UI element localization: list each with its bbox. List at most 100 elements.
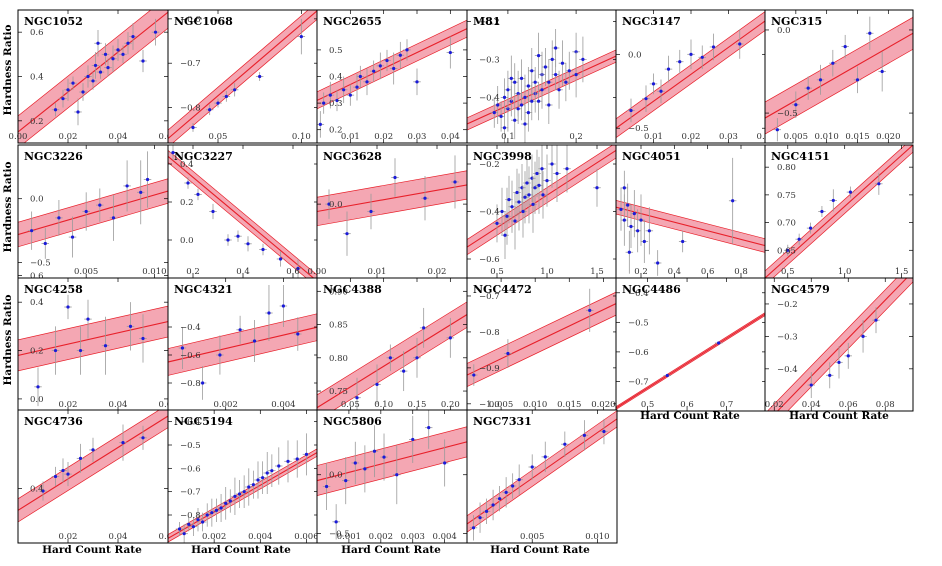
panel-ngc315: 0.005 0.010 0.015 0.020 0.0 −0.5 NGC315: [764, 9, 914, 144]
xtick-label-ngc1068-0: 0.05: [209, 132, 228, 142]
data-point-ngc3226-3: [70, 235, 75, 239]
panel-title-m81: M81: [473, 15, 500, 28]
data-point-ngc1052-13: [116, 48, 120, 52]
data-point-m81-30: [502, 126, 507, 130]
data-point-ngc4051-13: [627, 250, 631, 254]
xtick-label-ngc4736-1: 0.04: [109, 532, 128, 542]
xtick-label-ngc1068-1: 0.10: [292, 132, 311, 142]
data-point-ngc5806-6: [382, 455, 386, 459]
fit-line-ngc4258: [18, 320, 168, 356]
fit-line-ngc4151: [765, 145, 913, 278]
ytick-label-m81-1: −0.3: [479, 55, 500, 65]
data-point-ngc4579-5: [874, 318, 878, 322]
panel-ngc7331: 0.005 0.010 NGC7331: [466, 409, 618, 544]
data-point-ngc3628-3: [393, 175, 397, 180]
plot-area-ngc4258: [18, 294, 168, 407]
xlabel-ngc5194: Hard Count Rate: [191, 544, 291, 556]
plot-area-ngc4736: [18, 410, 168, 523]
ytick-label-ngc5806-0: 0.0: [329, 471, 343, 481]
data-point-ngc4051-1: [622, 218, 626, 222]
ytick-label-ngc3227-0: 0.4: [180, 160, 194, 170]
panel-ngc4486: 0.5 0.6 0.7 −0.4 −0.5 −0.6 −0.7 NGC4486: [615, 277, 767, 412]
xtick-label-ngc3227-2: 0.6: [286, 267, 300, 277]
data-point-ngc2655-3: [342, 88, 346, 92]
data-point-ngc4736-2: [61, 468, 65, 473]
data-point-ngc5194-16: [251, 483, 255, 487]
data-point-ngc4388-2: [388, 356, 392, 360]
ytick-label-ngc4388-3: 0.75: [329, 387, 348, 397]
data-point-ngc4258-6: [128, 324, 133, 328]
data-point-ngc3227-2: [196, 192, 200, 196]
data-point-m81-11: [519, 76, 524, 80]
ytick-label-ngc5194-1: −0.5: [180, 441, 201, 451]
confidence-band-ngc4388: [317, 301, 467, 411]
data-point-ngc5194-0: [177, 527, 182, 531]
xtick-label-ngc3998-1: 1.0: [540, 267, 554, 277]
data-point-ngc2655-14: [415, 80, 419, 84]
ylabel-row-1: Hardness Ratio: [2, 24, 14, 115]
data-point-ngc5194-2: [187, 522, 191, 526]
data-point-ngc1052-3: [71, 81, 75, 85]
xtick-label-ngc4051-3: 0.8: [734, 267, 748, 277]
panel-ngc4579: 0.04 0.06 0.08 0.02 −0.2 −0.3 −0.4 NGC4579: [764, 277, 914, 412]
ytick-label-ngc1052-1: 0.4: [30, 73, 44, 83]
xtick-label-ngc4051-1: 0.4: [668, 267, 682, 277]
ytick-label-ngc3147-1: −0.5: [628, 124, 649, 134]
data-point-ngc5806-2: [344, 479, 348, 483]
data-point-ngc4051-5: [636, 229, 640, 233]
ytick-label-ngc4486-2: −0.6: [628, 348, 649, 358]
data-point-ngc5806-0: [324, 484, 329, 489]
xtick-label-ngc3147-2: 0.03: [719, 132, 738, 142]
data-point-m81-23: [550, 57, 554, 62]
panel-title-ngc3628: NGC3628: [323, 150, 382, 163]
panel-ngc4051: 0.2 0.4 0.6 0.8 NGC4051: [615, 144, 767, 279]
data-point-ngc4388-3: [402, 369, 406, 373]
confidence-band-ngc4579: [767, 278, 913, 411]
xtick-label-ngc4472-0: 0.005: [489, 400, 513, 410]
plot-area-ngc3147: [616, 10, 766, 139]
ytick-label-ngc1052-2: 0.6: [30, 28, 44, 38]
data-point-ngc3998-21: [503, 233, 507, 237]
xtick-label-ngc4388-0: 0.05: [341, 400, 360, 410]
data-point-ngc3998-8: [523, 195, 527, 199]
data-point-ngc7331-2: [484, 509, 489, 513]
data-point-ngc5194-8: [214, 508, 219, 512]
data-point-m81-22: [547, 80, 551, 84]
data-point-ngc3998-13: [535, 171, 539, 176]
data-point-ngc5806-10: [443, 461, 447, 465]
xtick-label-ngc4579-3: 0.02: [765, 400, 784, 410]
xtick-label-ngc2655-2: 0.03: [408, 132, 427, 142]
data-point-ngc4258-0: [36, 385, 40, 389]
data-point-ngc315-5: [843, 44, 847, 49]
xtick-label-ngc4321-1: 0.004: [271, 400, 295, 410]
plot-area-ngc4388: [317, 301, 467, 411]
data-point-ngc5806-9: [427, 426, 431, 430]
xtick-label-ngc4579-2: 0.08: [876, 400, 895, 410]
panel-ngc4151: 0.5 1.0 1.5 0.80 0.75 0.70 0.65 NGC4151: [764, 144, 914, 279]
data-point-ngc4051-2: [626, 203, 630, 207]
data-point-ngc3998-23: [521, 209, 525, 214]
ytick-label-ngc4388-1: 0.85: [329, 321, 348, 331]
ytick-label-ngc315-1: −0.5: [777, 109, 798, 119]
data-point-ngc3998-2: [505, 214, 509, 218]
xtick-label-ngc4486-2: 0.7: [720, 400, 734, 410]
panel-title-ngc4321: NGC4321: [174, 283, 233, 296]
data-point-ngc3998-15: [540, 167, 544, 171]
data-point-ngc2655-0: [322, 101, 326, 105]
data-point-ngc7331-7: [517, 478, 521, 482]
data-point-ngc5194-12: [233, 494, 237, 498]
data-point-ngc7331-5: [504, 490, 508, 494]
xtick-label-ngc5194-0: 0.002: [202, 532, 226, 542]
fit-line-ngc4472: [467, 302, 617, 376]
ytick-label-ngc4486-3: −0.7: [628, 377, 649, 387]
data-point-ngc5806-1: [334, 520, 338, 524]
data-point-ngc4736-6: [121, 441, 125, 445]
data-point-ngc5194-24: [304, 452, 309, 456]
xtick-label-ngc4258-1: 0.04: [109, 400, 128, 410]
data-point-m81-27: [567, 69, 571, 73]
data-point-ngc4258-7: [141, 336, 145, 341]
data-point-ngc5194-3: [191, 525, 195, 529]
ytick-label-ngc1068-1: −0.7: [180, 59, 201, 69]
